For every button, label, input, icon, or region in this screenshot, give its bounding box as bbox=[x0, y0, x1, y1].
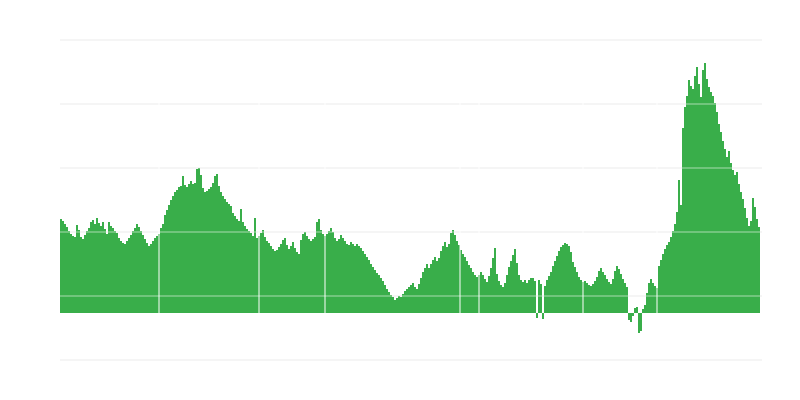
bar-series bbox=[60, 63, 760, 333]
